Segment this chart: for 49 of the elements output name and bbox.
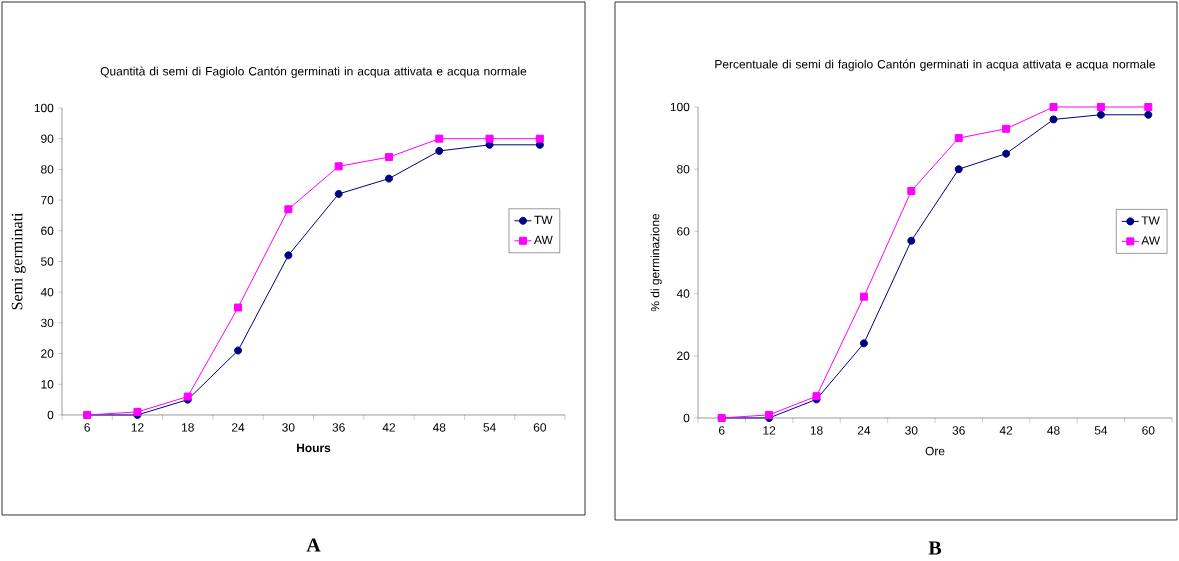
x-tick-label: 36	[332, 423, 345, 432]
x-tick-label: 48	[432, 423, 446, 432]
y-tick-label: 60	[677, 227, 690, 236]
y-tick-label: 20	[677, 351, 690, 361]
x-tick-label: 12	[763, 426, 776, 435]
x-tick-label: 54	[483, 423, 496, 432]
x-tick-label: 36	[952, 426, 965, 435]
y-tick-label: 100	[670, 102, 690, 112]
x-tick-label: 60	[1142, 426, 1155, 435]
y-tick-label: 90	[41, 134, 54, 143]
x-tick-label: 30	[905, 426, 918, 435]
legend-label: TW	[534, 215, 553, 224]
x-tick-label: 30	[282, 423, 295, 432]
x-tick-label: 24	[232, 423, 245, 432]
y-tick-label: 80	[41, 165, 54, 174]
y-axis-title: % di germinazione	[650, 213, 662, 312]
chart-title: Quantità di semi di Fagiolo Cantón germinati in acqua attivata e acqua normale	[100, 66, 527, 78]
x-tick-label: 60	[533, 423, 547, 432]
x-tick-label: 42	[382, 423, 395, 432]
x-axis-title: Ore	[925, 446, 945, 456]
y-tick-label: 40	[676, 289, 690, 298]
y-tick-label: 0	[683, 413, 690, 423]
x-tick-label: 48	[1047, 426, 1060, 435]
y-tick-label: 30	[40, 318, 54, 328]
y-tick-label: 60	[41, 226, 54, 236]
y-tick-label: 40	[40, 287, 54, 297]
y-tick-label: 70	[41, 195, 54, 205]
x-tick-label: 6	[719, 426, 725, 435]
y-tick-label: 10	[41, 380, 54, 389]
chart-title: Percentuale di semi di fagiolo Cantón germinati in acqua attivata e acqua normale	[715, 59, 1156, 71]
y-tick-label: 20	[41, 349, 54, 358]
x-axis-title: Hours	[297, 443, 331, 453]
legend-label: AW	[533, 235, 553, 244]
text: B	[928, 541, 942, 555]
y-tick-label: 0	[47, 410, 54, 420]
x-tick-label: 18	[810, 426, 823, 435]
x-tick-label: 6	[84, 423, 90, 432]
y-tick-label: 100	[34, 103, 54, 113]
x-tick-label: 54	[1094, 426, 1108, 435]
y-tick-label: 80	[677, 164, 690, 174]
legend-label: TW	[1141, 216, 1160, 225]
text: A	[306, 538, 321, 552]
legend-label: AW	[1141, 236, 1161, 245]
x-tick-label: 18	[182, 423, 194, 432]
x-tick-label: 42	[999, 426, 1013, 435]
x-tick-label: 24	[857, 426, 871, 435]
y-axis-title: Semi germinati	[11, 212, 26, 310]
y-tick-label: 50	[41, 257, 54, 266]
x-tick-label: 12	[131, 423, 144, 432]
